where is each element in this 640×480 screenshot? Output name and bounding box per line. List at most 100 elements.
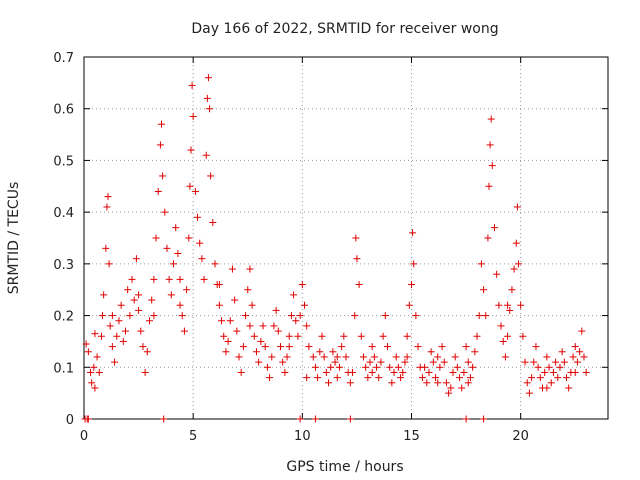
data-point <box>403 353 411 361</box>
data-point <box>497 322 505 330</box>
x-tick-label: 20 <box>512 429 529 444</box>
data-point <box>268 353 276 361</box>
data-point <box>462 415 470 423</box>
data-point <box>514 260 522 268</box>
data-point <box>84 348 92 356</box>
data-point <box>432 374 440 382</box>
data-point <box>194 213 202 221</box>
data-point <box>183 286 191 294</box>
data-point <box>196 239 204 247</box>
data-point <box>84 415 92 423</box>
data-point <box>224 337 232 345</box>
data-point <box>477 260 485 268</box>
data-point <box>104 193 112 201</box>
data-point <box>329 348 337 356</box>
data-point <box>423 379 431 387</box>
data-point <box>485 182 493 190</box>
grid-lines <box>84 57 608 419</box>
data-point <box>388 379 396 387</box>
data-point <box>200 275 208 283</box>
data-point <box>218 317 226 325</box>
data-point <box>294 332 302 340</box>
data-point <box>373 363 381 371</box>
y-tick-label: 0.5 <box>53 154 74 169</box>
data-point <box>150 312 158 320</box>
data-point <box>128 275 136 283</box>
data-point <box>139 343 147 351</box>
data-point <box>368 368 376 376</box>
data-point <box>449 368 457 376</box>
data-point <box>364 374 372 382</box>
data-point <box>381 312 389 320</box>
data-point <box>270 322 278 330</box>
data-point <box>309 353 317 361</box>
data-point <box>185 234 193 242</box>
data-point <box>180 327 188 335</box>
data-point <box>141 368 149 376</box>
data-point <box>576 348 584 356</box>
data-point <box>508 286 516 294</box>
data-point <box>90 363 98 371</box>
data-point <box>335 363 343 371</box>
data-point <box>154 187 162 195</box>
data-point <box>202 151 210 159</box>
data-point <box>410 260 418 268</box>
data-point <box>573 358 581 366</box>
data-point <box>545 363 553 371</box>
data-point <box>390 368 398 376</box>
data-point <box>558 348 566 356</box>
data-point <box>279 358 287 366</box>
x-tick-label: 15 <box>403 429 420 444</box>
data-point <box>239 343 247 351</box>
data-point <box>405 301 413 309</box>
data-point <box>506 306 514 314</box>
data-point <box>148 296 156 304</box>
data-point <box>160 415 168 423</box>
data-point <box>252 348 260 356</box>
data-point <box>311 363 319 371</box>
data-point <box>346 415 354 423</box>
data-point <box>541 368 549 376</box>
data-point <box>565 384 573 392</box>
data-point <box>436 363 444 371</box>
data-point <box>425 368 433 376</box>
data-point <box>370 353 378 361</box>
data-point <box>292 317 300 325</box>
data-point <box>453 363 461 371</box>
data-point <box>235 353 243 361</box>
data-point <box>285 332 293 340</box>
data-point <box>582 368 590 376</box>
data-point <box>261 343 269 351</box>
data-point <box>504 301 512 309</box>
data-point <box>103 203 111 211</box>
data-point <box>510 265 518 273</box>
y-tick-label: 0.3 <box>53 258 74 273</box>
data-point <box>488 162 496 170</box>
data-point <box>375 374 383 382</box>
data-point <box>569 353 577 361</box>
data-point <box>277 343 284 351</box>
data-point <box>285 343 293 351</box>
data-point <box>519 332 527 340</box>
y-axis-label: SRMTID / TECUs <box>6 182 22 295</box>
data-point <box>456 374 464 382</box>
data-point <box>512 239 520 247</box>
data-point <box>135 291 143 299</box>
data-point <box>327 363 335 371</box>
data-point <box>283 353 291 361</box>
data-point <box>501 353 509 361</box>
data-point <box>220 332 228 340</box>
data-point <box>571 343 579 351</box>
data-point <box>318 332 326 340</box>
data-point <box>552 358 560 366</box>
data-point <box>152 234 160 242</box>
data-point <box>130 296 138 304</box>
data-point <box>392 353 400 361</box>
data-point <box>421 363 429 371</box>
data-point <box>156 141 164 149</box>
data-point <box>174 250 182 258</box>
x-axis-label: GPS time / hours <box>286 459 403 475</box>
data-point <box>331 358 339 366</box>
y-tick-label: 0.4 <box>53 206 74 221</box>
data-point <box>534 363 542 371</box>
